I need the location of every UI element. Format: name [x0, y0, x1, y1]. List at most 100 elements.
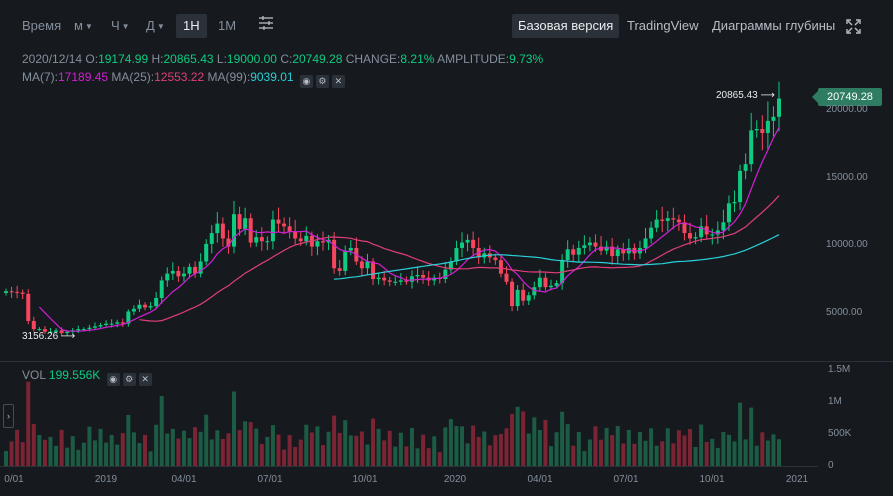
- volume-bar: [220, 438, 225, 466]
- gear-icon[interactable]: ⚙: [315, 75, 329, 88]
- candle-body: [510, 281, 515, 307]
- candle-body: [65, 331, 70, 334]
- x-tick-label: 0/01: [4, 474, 24, 485]
- volume-bar: [209, 439, 214, 466]
- volume-bar: [282, 449, 287, 466]
- volume-bar: [87, 426, 92, 466]
- ohlc-change-label: CHANGE:: [345, 52, 401, 66]
- volume-bar: [726, 434, 731, 466]
- close-icon[interactable]: ✕: [138, 373, 152, 386]
- view-depth-chart-button[interactable]: Диаграммы глубины: [712, 18, 836, 33]
- interval-hour-label: Ч: [111, 18, 120, 33]
- volume-bar: [688, 428, 693, 466]
- volume-bar: [710, 438, 715, 466]
- candle-body: [37, 329, 42, 331]
- candle-body: [504, 273, 509, 282]
- candle-body: [421, 274, 426, 278]
- volume-info: VOL 199.556K ◉ ⚙ ✕: [22, 368, 152, 386]
- candle-body: [48, 331, 53, 333]
- candle-body: [621, 249, 626, 254]
- volume-bar: [599, 439, 604, 466]
- candle-body: [293, 231, 298, 239]
- volume-bar: [749, 407, 754, 466]
- ma25-line: [139, 195, 780, 322]
- candle-body: [165, 273, 170, 281]
- candle-body: [498, 260, 503, 274]
- volume-bar: [515, 406, 520, 466]
- volume-bar: [682, 435, 687, 466]
- eye-icon[interactable]: ◉: [299, 75, 313, 88]
- ohlc-high-label: H:: [151, 52, 164, 66]
- gear-icon[interactable]: ⚙: [122, 373, 136, 386]
- volume-bar: [371, 418, 376, 466]
- candle-body: [220, 223, 225, 239]
- volume-bar: [448, 419, 453, 466]
- interval-minute-dropdown[interactable]: м ▼: [74, 14, 93, 38]
- sliders-icon[interactable]: [258, 15, 274, 39]
- volume-bar: [476, 436, 481, 466]
- interval-1w-button[interactable]: 1Н: [176, 14, 207, 38]
- candle-body: [693, 237, 698, 239]
- view-basic-button[interactable]: Базовая версия: [512, 14, 620, 38]
- volume-bar: [309, 432, 314, 466]
- volume-tick: 1.5M: [828, 364, 851, 375]
- candle-body: [404, 280, 409, 282]
- ma99-line: [334, 234, 780, 280]
- volume-bars: [4, 381, 781, 466]
- candle-body: [649, 227, 654, 239]
- view-tradingview-button[interactable]: TradingView: [627, 18, 699, 33]
- candle-body: [726, 203, 731, 223]
- volume-bar: [621, 443, 626, 466]
- volume-bar: [259, 443, 264, 466]
- close-icon[interactable]: ✕: [331, 75, 345, 88]
- volume-bar: [387, 430, 392, 466]
- volume-bar: [777, 439, 781, 466]
- low-marker: 3156.26 ⟶: [22, 331, 76, 342]
- eye-icon[interactable]: ◉: [106, 373, 120, 386]
- volume-bar: [582, 451, 587, 466]
- volume-bar: [232, 391, 237, 466]
- volume-bar: [404, 446, 409, 466]
- candle-body: [688, 233, 693, 239]
- volume-bar: [615, 426, 620, 466]
- candle-body: [187, 266, 192, 274]
- expand-icon[interactable]: [846, 18, 861, 42]
- candle-body: [276, 219, 281, 224]
- volume-bar: [148, 451, 153, 466]
- interval-hour-dropdown[interactable]: Ч ▼: [111, 14, 130, 38]
- candle-body: [554, 283, 559, 286]
- volume-bar: [204, 414, 209, 466]
- volume-bar: [704, 441, 709, 466]
- candle-body: [454, 247, 459, 262]
- ohlc-low: 19000.00: [226, 52, 277, 66]
- candle-body: [493, 257, 498, 261]
- candle-body: [204, 243, 209, 262]
- volume-bar: [332, 415, 337, 466]
- volume-bar: [137, 443, 142, 466]
- candle-body: [448, 261, 453, 270]
- volume-tick: 500K: [828, 428, 852, 439]
- volume-bar: [348, 435, 353, 466]
- price-tick: 10000.00: [826, 239, 868, 250]
- x-tick-label: 07/01: [613, 474, 639, 485]
- candle-body: [193, 266, 198, 274]
- volume-bar: [170, 428, 175, 466]
- candle-body: [532, 287, 537, 296]
- candle-body: [143, 304, 148, 308]
- candle-body: [771, 116, 776, 121]
- volume-bar: [293, 446, 298, 466]
- candle-body: [515, 289, 520, 307]
- ma25-label: MA(25):: [111, 70, 155, 84]
- volume-bar: [92, 440, 97, 466]
- interval-1m-button[interactable]: 1М: [218, 18, 237, 33]
- chevron-down-icon: ▼: [84, 22, 93, 31]
- volume-bar: [532, 417, 537, 466]
- volume-bar: [393, 446, 398, 466]
- volume-bar: [504, 428, 509, 466]
- ohlc-date: 2020/12/14: [22, 52, 83, 66]
- volume-bar: [593, 426, 598, 466]
- interval-day-dropdown[interactable]: Д ▼: [146, 14, 165, 38]
- side-panel-toggle[interactable]: ›: [3, 404, 14, 428]
- ohlc-open: 19174.99: [98, 52, 149, 66]
